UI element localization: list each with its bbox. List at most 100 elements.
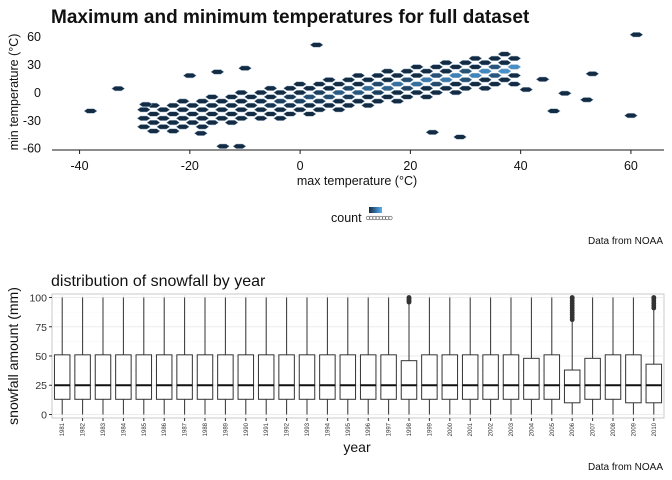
hex-bin bbox=[331, 90, 346, 96]
hex-bin bbox=[273, 90, 288, 96]
hex-bin bbox=[468, 72, 483, 79]
x-tick-label: 1984 bbox=[121, 422, 127, 436]
outlier-point bbox=[651, 295, 657, 300]
hex-bin bbox=[322, 77, 336, 83]
legend-tick bbox=[378, 215, 383, 221]
x-tick-label: 40 bbox=[514, 159, 528, 173]
hex-bin bbox=[205, 120, 219, 126]
hex-bin bbox=[409, 90, 424, 96]
box-1994 bbox=[319, 297, 336, 415]
x-tick-label: 1994 bbox=[325, 422, 331, 436]
hex-bin bbox=[629, 32, 644, 38]
hex-bin bbox=[302, 94, 317, 100]
hex-bin bbox=[182, 73, 197, 79]
legend-tick bbox=[385, 215, 390, 221]
hex-bin bbox=[146, 111, 161, 117]
hex-bin bbox=[439, 60, 453, 66]
hex-bin bbox=[166, 128, 180, 134]
hex-bin bbox=[215, 143, 230, 149]
box-1988 bbox=[196, 297, 214, 415]
hex-bin bbox=[341, 94, 356, 100]
x-tick-label: 1991 bbox=[264, 422, 270, 436]
hex-bin bbox=[497, 60, 512, 66]
x-tick-label: 1985 bbox=[142, 422, 148, 436]
legend-tick bbox=[381, 215, 387, 221]
hex-bin bbox=[175, 115, 190, 121]
hex-bin bbox=[273, 107, 288, 113]
box-1987 bbox=[176, 297, 193, 415]
hexbin-y-axis-title: min temperature (°C) bbox=[7, 34, 21, 151]
box-iqr bbox=[319, 354, 336, 400]
hex-bin bbox=[195, 124, 210, 130]
box-2002 bbox=[482, 297, 499, 415]
legend-tick bbox=[372, 215, 377, 221]
hex-bin bbox=[185, 111, 200, 117]
hex-bin bbox=[497, 51, 512, 57]
hex-bin bbox=[429, 90, 444, 96]
hex-bin bbox=[312, 81, 327, 87]
hex-bin bbox=[458, 60, 473, 66]
hex-bin bbox=[400, 85, 414, 91]
hex-bin bbox=[224, 94, 239, 100]
hex-bin bbox=[253, 98, 268, 104]
hexbin-legend: count bbox=[331, 207, 393, 225]
hex-bin bbox=[292, 90, 307, 96]
box-iqr bbox=[94, 354, 112, 400]
box-iqr bbox=[421, 354, 438, 400]
hex-bin bbox=[439, 85, 453, 91]
hex-bin bbox=[214, 98, 229, 104]
x-tick-label: -40 bbox=[71, 159, 89, 173]
legend-tick bbox=[365, 215, 371, 221]
legend-ticks bbox=[365, 215, 393, 221]
hex-bin bbox=[487, 55, 502, 61]
box-iqr bbox=[74, 354, 91, 400]
x-tick-label: 2010 bbox=[652, 422, 658, 436]
boxplot-title: distribution of snowfall by year bbox=[51, 273, 266, 290]
hexbin-x-axis-title: max temperature (°C) bbox=[297, 174, 417, 188]
hex-bin bbox=[83, 108, 98, 114]
box-2005 bbox=[543, 297, 561, 415]
hex-bin bbox=[312, 98, 327, 104]
y-tick-label: 25 bbox=[35, 380, 47, 392]
hex-bin bbox=[341, 85, 356, 91]
box-iqr bbox=[339, 354, 357, 400]
hex-bin bbox=[138, 101, 153, 107]
hex-bin bbox=[244, 111, 258, 117]
hex-bin bbox=[419, 77, 434, 83]
hex-bin bbox=[390, 72, 405, 79]
hex-bin bbox=[429, 72, 444, 79]
box-2000 bbox=[441, 297, 459, 415]
box-iqr bbox=[115, 354, 132, 400]
hex-bin bbox=[302, 111, 317, 117]
hex-bin bbox=[283, 85, 297, 91]
hex-bin bbox=[136, 115, 151, 121]
x-tick-label: -20 bbox=[181, 159, 199, 173]
x-tick-label: 1997 bbox=[387, 422, 393, 436]
box-iqr bbox=[237, 354, 255, 400]
x-tick-label: 1989 bbox=[223, 422, 229, 436]
x-tick-label: 2000 bbox=[448, 422, 454, 436]
box-iqr bbox=[625, 354, 642, 404]
hex-bin bbox=[458, 68, 473, 74]
hex-bin bbox=[322, 94, 336, 100]
hex-bin bbox=[205, 102, 219, 108]
hex-bin bbox=[351, 98, 366, 104]
hex-bin bbox=[370, 90, 385, 96]
hex-bin bbox=[478, 77, 492, 83]
x-tick-label: 2008 bbox=[611, 422, 617, 436]
box-2001 bbox=[461, 297, 479, 415]
x-tick-label: 2001 bbox=[468, 422, 474, 436]
hex-bin bbox=[175, 107, 190, 113]
y-tick-label: 0 bbox=[34, 86, 41, 100]
hex-bin bbox=[448, 90, 463, 96]
box-iqr bbox=[543, 354, 561, 400]
hex-bin bbox=[370, 81, 385, 87]
box-1984 bbox=[115, 297, 132, 415]
box-iqr bbox=[400, 360, 418, 400]
hex-bin bbox=[458, 77, 473, 83]
x-tick-label: 1981 bbox=[60, 422, 66, 436]
hex-bin bbox=[214, 115, 229, 121]
hex-bin bbox=[380, 85, 395, 91]
box-2004 bbox=[523, 297, 540, 415]
box-iqr bbox=[257, 354, 275, 400]
